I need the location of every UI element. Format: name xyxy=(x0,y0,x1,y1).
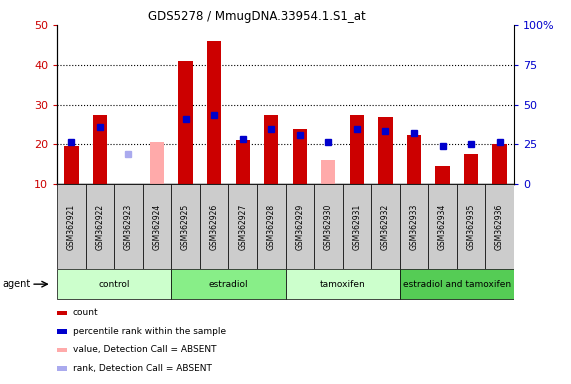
Bar xyxy=(264,114,278,184)
FancyBboxPatch shape xyxy=(428,184,457,269)
FancyBboxPatch shape xyxy=(286,184,314,269)
Text: value, Detection Call = ABSENT: value, Detection Call = ABSENT xyxy=(73,345,216,354)
FancyBboxPatch shape xyxy=(457,184,485,269)
Bar xyxy=(150,142,164,184)
Bar xyxy=(121,184,135,220)
Text: GSM362932: GSM362932 xyxy=(381,204,390,250)
Text: GSM362921: GSM362921 xyxy=(67,204,76,250)
Text: rank, Detection Call = ABSENT: rank, Detection Call = ABSENT xyxy=(73,364,212,373)
Text: tamoxifen: tamoxifen xyxy=(320,280,365,289)
Bar xyxy=(292,129,307,184)
Text: GSM362924: GSM362924 xyxy=(152,204,162,250)
FancyBboxPatch shape xyxy=(343,184,371,269)
Bar xyxy=(349,114,364,184)
Bar xyxy=(407,134,421,184)
FancyBboxPatch shape xyxy=(371,184,400,269)
FancyBboxPatch shape xyxy=(86,184,114,269)
FancyBboxPatch shape xyxy=(400,184,428,269)
Bar xyxy=(93,114,107,184)
FancyBboxPatch shape xyxy=(143,184,171,269)
FancyBboxPatch shape xyxy=(57,270,171,299)
Bar xyxy=(64,146,78,184)
FancyBboxPatch shape xyxy=(171,184,200,269)
Text: control: control xyxy=(98,280,130,289)
FancyBboxPatch shape xyxy=(257,184,286,269)
Text: count: count xyxy=(73,308,99,318)
Text: GSM362923: GSM362923 xyxy=(124,204,133,250)
FancyBboxPatch shape xyxy=(171,270,286,299)
Bar xyxy=(178,61,193,184)
Text: GSM362927: GSM362927 xyxy=(238,204,247,250)
Text: GSM362935: GSM362935 xyxy=(467,204,476,250)
Bar xyxy=(378,117,392,184)
Text: GSM362929: GSM362929 xyxy=(295,204,304,250)
Text: GSM362936: GSM362936 xyxy=(495,204,504,250)
FancyBboxPatch shape xyxy=(314,184,343,269)
FancyBboxPatch shape xyxy=(485,184,514,269)
Text: GSM362930: GSM362930 xyxy=(324,204,333,250)
FancyBboxPatch shape xyxy=(286,270,400,299)
Bar xyxy=(464,154,478,184)
Text: GSM362931: GSM362931 xyxy=(352,204,361,250)
FancyBboxPatch shape xyxy=(400,270,514,299)
Text: GSM362928: GSM362928 xyxy=(267,204,276,250)
Text: GSM362926: GSM362926 xyxy=(210,204,219,250)
Text: estradiol: estradiol xyxy=(208,280,248,289)
Text: GDS5278 / MmugDNA.33954.1.S1_at: GDS5278 / MmugDNA.33954.1.S1_at xyxy=(148,10,366,23)
Text: estradiol and tamoxifen: estradiol and tamoxifen xyxy=(403,280,511,289)
Text: GSM362925: GSM362925 xyxy=(181,204,190,250)
FancyBboxPatch shape xyxy=(114,184,143,269)
Text: percentile rank within the sample: percentile rank within the sample xyxy=(73,327,226,336)
FancyBboxPatch shape xyxy=(200,184,228,269)
FancyBboxPatch shape xyxy=(228,184,257,269)
Bar xyxy=(492,144,506,184)
Text: GSM362922: GSM362922 xyxy=(95,204,104,250)
Text: GSM362933: GSM362933 xyxy=(409,204,419,250)
Text: agent: agent xyxy=(3,279,31,289)
Text: GSM362934: GSM362934 xyxy=(438,204,447,250)
Bar xyxy=(207,41,221,184)
Bar xyxy=(321,161,335,184)
Bar xyxy=(435,166,450,184)
Bar xyxy=(235,141,250,184)
FancyBboxPatch shape xyxy=(57,184,86,269)
